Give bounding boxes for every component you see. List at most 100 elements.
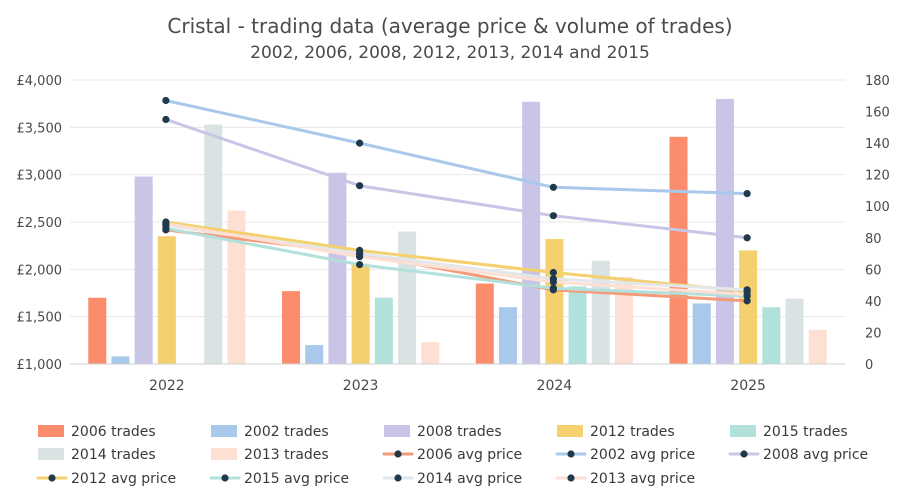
- series-point: [356, 139, 364, 147]
- series-point: [743, 190, 751, 198]
- right-tick-label: 160: [865, 106, 890, 121]
- legend-swatch: [557, 425, 583, 437]
- legend-label: 2015 trades: [763, 424, 848, 440]
- series-line: [164, 220, 749, 293]
- series-point: [162, 219, 170, 228]
- bar: [351, 263, 370, 364]
- bar: [739, 250, 758, 364]
- bar: [111, 356, 130, 364]
- bar: [808, 329, 827, 364]
- legend-swatch: [211, 425, 237, 437]
- bars: [88, 98, 827, 365]
- legend-swatch: [384, 425, 410, 437]
- bar: [88, 297, 107, 364]
- series-point: [356, 261, 364, 269]
- legend-label: 2008 avg price: [763, 447, 868, 463]
- right-tick-label: 0: [865, 358, 873, 373]
- left-axis: £1,000 £1,500 £2,000 £2,500 £3,000 £3,500 £4,0…: [17, 74, 63, 373]
- series-point: [162, 96, 170, 105]
- x-tick-label: 2023: [343, 378, 379, 394]
- bar: [568, 286, 587, 364]
- bar: [282, 291, 301, 364]
- chart-title: Cristal - trading data (average price & …: [167, 14, 732, 38]
- series-point: [743, 290, 751, 299]
- series-line: [164, 226, 749, 298]
- legend-label: 2012 trades: [590, 424, 675, 440]
- bar: [398, 231, 417, 364]
- series-line: [164, 222, 749, 297]
- bar: [715, 98, 734, 364]
- legend-label: 2014 trades: [71, 447, 156, 463]
- legend-swatch: [730, 425, 756, 437]
- right-tick-label: 60: [865, 263, 882, 278]
- series-point: [549, 284, 557, 292]
- left-tick-label: £1,500: [17, 311, 63, 326]
- series-point: [356, 182, 364, 190]
- left-tick-label: £2,000: [17, 263, 63, 278]
- bar: [475, 283, 494, 364]
- legend-marker: [48, 474, 56, 482]
- bar: [374, 297, 393, 364]
- bar: [545, 239, 564, 364]
- bar: [692, 303, 711, 364]
- left-tick-label: £4,000: [17, 74, 63, 89]
- series-point: [356, 253, 364, 261]
- x-tick-label: 2025: [730, 378, 766, 394]
- bar: [305, 345, 324, 364]
- right-tick-label: 180: [865, 74, 890, 89]
- series-line: [164, 228, 749, 303]
- series-point: [549, 183, 557, 191]
- legend: 2006 trades 2002 trades 2008 trades 2012 tr…: [36, 424, 868, 487]
- right-tick-label: 140: [865, 137, 890, 152]
- bar: [614, 276, 633, 364]
- legend-swatch: [38, 425, 64, 437]
- legend-marker: [740, 450, 748, 458]
- legend-label: 2006 trades: [71, 424, 156, 440]
- x-axis: 2022 2023 2024 2025: [70, 363, 845, 394]
- legend-marker: [567, 450, 575, 458]
- legend-swatch: [38, 448, 64, 460]
- bar: [785, 298, 804, 364]
- bar: [421, 342, 440, 364]
- bar: [134, 176, 153, 364]
- bar: [762, 307, 781, 364]
- bar: [498, 307, 517, 364]
- series-point: [743, 234, 751, 242]
- legend-marker: [567, 474, 575, 482]
- legend-label: 2002 trades: [244, 424, 329, 440]
- legend-label: 2013 trades: [244, 447, 329, 463]
- legend-marker: [394, 474, 402, 482]
- left-tick-label: £1,000: [17, 358, 63, 373]
- series-point: [549, 278, 557, 286]
- legend-label: 2008 trades: [417, 424, 502, 440]
- legend-label: 2006 avg price: [417, 447, 522, 463]
- series-point: [549, 268, 557, 277]
- left-tick-label: £3,000: [17, 169, 63, 184]
- bar: [227, 210, 246, 364]
- left-tick-label: £2,500: [17, 216, 63, 231]
- bar: [522, 101, 541, 365]
- right-tick-label: 120: [865, 169, 890, 184]
- legend-label: 2015 avg price: [244, 471, 349, 487]
- series-line: [164, 117, 749, 240]
- legend-marker: [221, 474, 229, 482]
- right-tick-label: 100: [865, 200, 890, 215]
- x-tick-label: 2024: [537, 378, 573, 394]
- x-tick-label: 2022: [149, 378, 185, 394]
- chart-subtitle: 2002, 2006, 2008, 2012, 2013, 2014 and 2…: [250, 43, 650, 63]
- right-tick-label: 80: [865, 232, 882, 247]
- right-tick-label: 20: [865, 326, 882, 341]
- bar: [328, 172, 347, 364]
- bar: [157, 236, 176, 364]
- series-line: [164, 99, 749, 196]
- series-point: [549, 212, 557, 220]
- right-axis: 0 20 40 60 80 100 120 140 160 180: [865, 74, 890, 373]
- legend-label: 2014 avg price: [417, 471, 522, 487]
- right-tick-label: 40: [865, 295, 882, 310]
- lines: [162, 96, 751, 305]
- legend-label: 2002 avg price: [590, 447, 695, 463]
- bar: [204, 124, 223, 364]
- series-point: [162, 115, 170, 124]
